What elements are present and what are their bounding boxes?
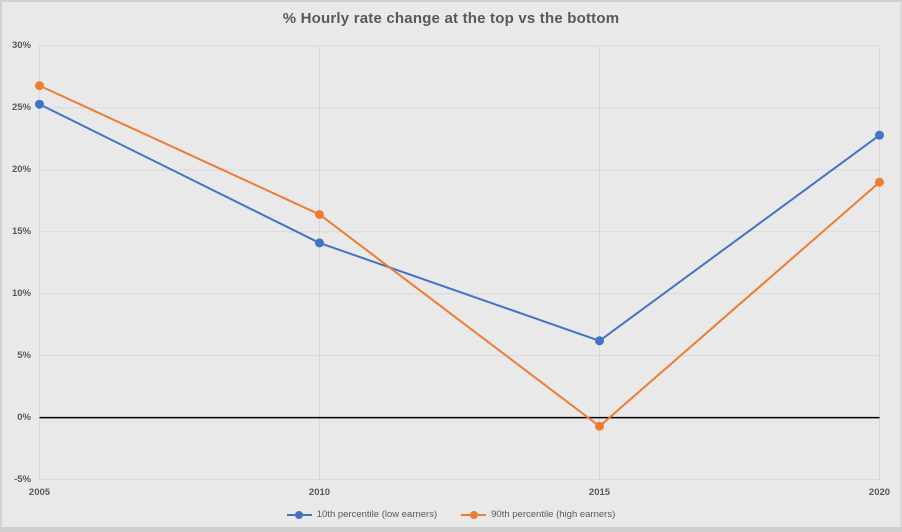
y-tick-label: 30%: [11, 40, 31, 51]
legend-item-10th-percentile[interactable]: 10th percentile (low earners): [286, 509, 438, 521]
y-tick-label: 0%: [17, 411, 31, 423]
legend-item-90th-percentile[interactable]: 90th percentile (high earners): [461, 509, 615, 521]
series-10th-percentile[interactable]: [35, 99, 884, 346]
data-point-10th-percentile-2020[interactable]: [875, 130, 884, 140]
data-point-10th-percentile-2015[interactable]: [595, 336, 604, 346]
y-tick-label: -5%: [14, 473, 31, 485]
y-tick-label: 25%: [11, 101, 31, 113]
legend-label: 90th percentile (high earners): [491, 509, 616, 520]
legend-label: 10th percentile (low earners): [316, 509, 438, 520]
y-tick-label: 10%: [11, 287, 31, 299]
series-90th-percentile[interactable]: [35, 81, 884, 431]
bottom-edge: [0, 527, 902, 532]
y-tick-label: 20%: [11, 163, 31, 175]
y-tick-label: 15%: [11, 225, 31, 237]
x-tick-label: 2010: [308, 487, 331, 498]
y-tick-label: 5%: [17, 349, 31, 361]
x-tick-label: 2020: [868, 487, 891, 498]
data-point-90th-percentile-2015[interactable]: [595, 421, 604, 431]
legend[interactable]: 10th percentile (low earners) 90th percen…: [2, 506, 900, 524]
series-line-10th-percentile[interactable]: [38, 103, 881, 342]
data-point-90th-percentile-2005[interactable]: [35, 81, 44, 91]
data-point-90th-percentile-2010[interactable]: [315, 209, 324, 219]
x-tick-label: 2005: [28, 487, 51, 498]
chart-title: % Hourly rate change at the top vs the b…: [282, 10, 620, 27]
data-point-90th-percentile-2020[interactable]: [875, 177, 884, 187]
legend-line-marker-icon: [461, 511, 487, 519]
legend-line-marker-icon: [286, 511, 312, 519]
series-line-90th-percentile[interactable]: [38, 84, 881, 428]
gridlines: [39, 45, 880, 480]
data-point-10th-percentile-2010[interactable]: [315, 238, 324, 248]
data-point-10th-percentile-2005[interactable]: [35, 99, 44, 109]
x-tick-label: 2015: [588, 487, 611, 498]
